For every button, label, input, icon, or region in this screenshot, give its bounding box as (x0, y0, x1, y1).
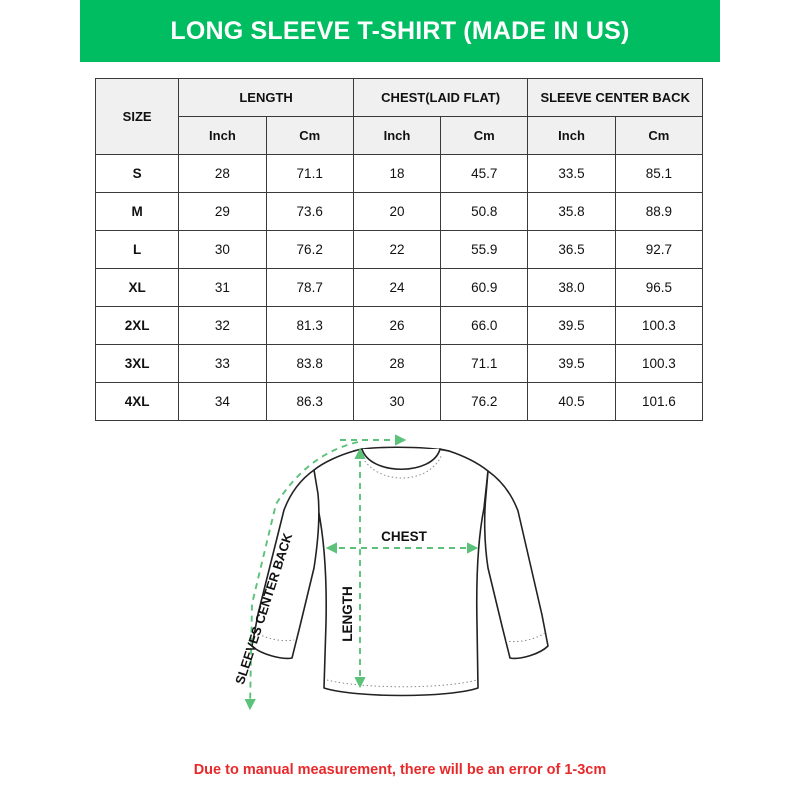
cell-chest-in: 26 (352, 306, 442, 345)
cell-length-cm: 73.6 (265, 192, 354, 231)
cell-sleeve-cm: 101.6 (614, 382, 704, 421)
cell-sleeve-cm: 92.7 (614, 230, 704, 269)
measurement-arrows (244, 434, 479, 711)
measurement-disclaimer: Due to manual measurement, there will be… (193, 762, 607, 778)
cell-chest-in: 24 (352, 268, 442, 307)
cell-size: 2XL (94, 306, 180, 345)
size-chart-table-container: SIZE LENGTH CHEST(LAID FLAT) SLEEVE CENT… (94, 78, 704, 421)
cell-length-cm: 83.8 (265, 344, 354, 383)
shirt-stitch-details (254, 453, 546, 688)
cell-chest-cm: 76.2 (440, 382, 529, 421)
table-row: S 28 71.1 18 45.7 33.5 85.1 (94, 154, 704, 193)
cell-length-cm: 71.1 (265, 154, 354, 193)
length-label: LENGTH (340, 586, 355, 642)
cell-chest-cm: 55.9 (440, 230, 529, 269)
cell-size: L (94, 230, 180, 269)
table-row: 4XL 34 86.3 30 76.2 40.5 101.6 (94, 382, 704, 421)
cell-length-in: 34 (178, 382, 267, 421)
cell-chest-in: 22 (352, 230, 442, 269)
table-row: 3XL 33 83.8 28 71.1 39.5 100.3 (94, 344, 704, 383)
shirt-outline (251, 446, 549, 697)
cell-sleeve-cm: 100.3 (614, 344, 704, 383)
cell-sleeve-in: 38.0 (527, 268, 616, 307)
cell-sleeve-in: 35.8 (527, 192, 616, 231)
cell-chest-cm: 66.0 (440, 306, 529, 345)
page-title: LONG SLEEVE T-SHIRT (MADE IN US) (170, 16, 630, 45)
table-row: M 29 73.6 20 50.8 35.8 88.9 (94, 192, 704, 231)
unit-header-length-cm: Cm (265, 116, 354, 155)
table-row: XL 31 78.7 24 60.9 38.0 96.5 (94, 268, 704, 307)
cell-size: S (94, 154, 180, 193)
size-chart-table: SIZE LENGTH CHEST(LAID FLAT) SLEEVE CENT… (94, 78, 704, 421)
header-band: LONG SLEEVE T-SHIRT (MADE IN US) (80, 0, 720, 62)
col-header-length: LENGTH (178, 78, 354, 117)
cell-chest-in: 18 (352, 154, 442, 193)
cell-chest-in: 30 (352, 382, 442, 421)
cell-length-in: 29 (178, 192, 267, 231)
cell-sleeve-cm: 100.3 (614, 306, 704, 345)
cell-sleeve-in: 39.5 (527, 344, 616, 383)
unit-header-length-inch: Inch (178, 116, 267, 155)
table-row: 2XL 32 81.3 26 66.0 39.5 100.3 (94, 306, 704, 345)
cell-sleeve-in: 33.5 (527, 154, 616, 193)
cell-length-cm: 76.2 (265, 230, 354, 269)
cell-length-in: 31 (178, 268, 267, 307)
cell-sleeve-cm: 96.5 (614, 268, 704, 307)
cell-chest-in: 28 (352, 344, 442, 383)
table-body: S 28 71.1 18 45.7 33.5 85.1 M 29 73.6 20… (94, 154, 704, 421)
cell-sleeve-cm: 85.1 (614, 154, 704, 193)
cell-length-in: 32 (178, 306, 267, 345)
table-group-header-row: SIZE LENGTH CHEST(LAID FLAT) SLEEVE CENT… (94, 78, 703, 155)
cell-length-cm: 78.7 (265, 268, 354, 307)
col-header-chest: CHEST(LAID FLAT) (352, 78, 529, 117)
sleeve-center-back-arrow (244, 441, 359, 711)
col-header-sleeve: SLEEVE CENTER BACK (527, 78, 703, 117)
cell-length-cm: 81.3 (265, 306, 354, 345)
table-unit-header-row: Inch Cm Inch Cm Inch Cm (96, 116, 704, 155)
cell-size: M (94, 192, 180, 231)
cell-sleeve-in: 39.5 (527, 306, 616, 345)
cell-chest-cm: 50.8 (440, 192, 529, 231)
unit-header-sleeve-inch: Inch (527, 116, 616, 155)
cell-length-cm: 86.3 (265, 382, 354, 421)
cell-sleeve-in: 40.5 (527, 382, 616, 421)
cell-sleeve-cm: 88.9 (614, 192, 704, 231)
unit-header-sleeve-cm: Cm (614, 116, 704, 155)
cell-chest-in: 20 (352, 192, 442, 231)
cell-length-in: 30 (178, 230, 267, 269)
cell-chest-cm: 71.1 (440, 344, 529, 383)
cell-length-in: 28 (178, 154, 267, 193)
table-row: L 30 76.2 22 55.9 36.5 92.7 (94, 230, 704, 269)
cell-length-in: 33 (178, 344, 267, 383)
garment-measurement-diagram: CHEST LENGTH SLEEVES CENTER BACK (228, 418, 576, 748)
col-header-size: SIZE (94, 78, 180, 155)
cell-size: XL (94, 268, 180, 307)
unit-header-chest-inch: Inch (352, 116, 442, 155)
cell-size: 4XL (94, 382, 180, 421)
cell-chest-cm: 60.9 (440, 268, 529, 307)
cell-size: 3XL (94, 344, 180, 383)
cell-sleeve-in: 36.5 (527, 230, 616, 269)
unit-header-chest-cm: Cm (440, 116, 529, 155)
cell-chest-cm: 45.7 (440, 154, 529, 193)
chest-label: CHEST (381, 529, 428, 544)
